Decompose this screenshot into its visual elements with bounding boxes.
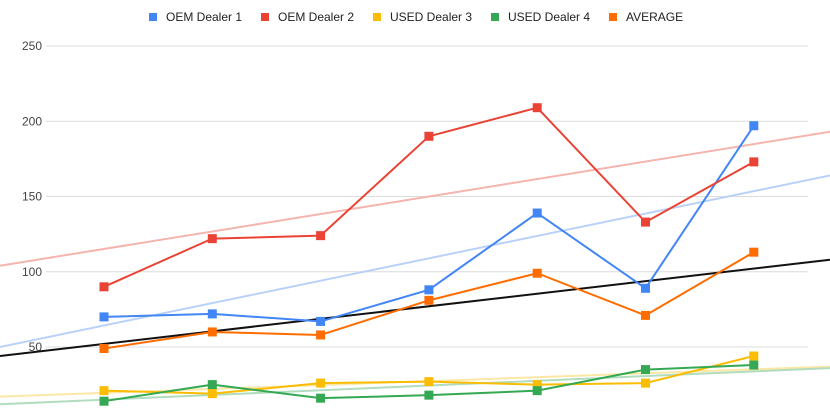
data-points bbox=[99, 103, 759, 406]
y-tick-label: 250 bbox=[22, 39, 42, 53]
data-point bbox=[99, 386, 109, 396]
series-lines bbox=[103, 106, 755, 403]
data-point bbox=[207, 309, 217, 319]
y-tick-label: 50 bbox=[29, 340, 43, 354]
legend-swatch bbox=[373, 13, 381, 21]
data-point bbox=[641, 378, 650, 388]
data-point bbox=[641, 283, 650, 293]
data-point bbox=[424, 377, 434, 387]
data-point bbox=[749, 157, 759, 167]
data-point bbox=[316, 393, 326, 403]
data-point bbox=[207, 234, 217, 244]
data-point bbox=[316, 378, 326, 388]
data-point bbox=[99, 396, 109, 406]
legend-swatch bbox=[149, 13, 157, 21]
data-point bbox=[99, 312, 109, 322]
data-point bbox=[532, 386, 542, 396]
legend-label: OEM Dealer 1 bbox=[166, 10, 242, 24]
data-point bbox=[532, 380, 542, 390]
data-point bbox=[424, 131, 434, 141]
data-point bbox=[641, 365, 650, 375]
y-tick-label: 200 bbox=[22, 114, 42, 128]
data-point bbox=[749, 121, 759, 131]
data-point bbox=[207, 380, 217, 390]
data-point bbox=[532, 103, 542, 113]
y-tick-label: 150 bbox=[22, 190, 42, 204]
trendline bbox=[0, 367, 830, 406]
data-point bbox=[316, 330, 326, 340]
trendlines bbox=[0, 130, 830, 406]
trendline bbox=[0, 130, 830, 267]
data-point bbox=[749, 247, 759, 257]
data-point bbox=[99, 282, 109, 292]
data-point bbox=[99, 344, 109, 354]
y-axis-tick-labels: 50 100 150 200 250 bbox=[22, 39, 42, 354]
trendline bbox=[0, 174, 830, 348]
data-point bbox=[641, 310, 650, 320]
data-point bbox=[424, 390, 434, 400]
trendline bbox=[0, 258, 830, 358]
data-point bbox=[316, 231, 326, 241]
legend: OEM Dealer 1 OEM Dealer 2 USED Dealer 3 USE… bbox=[149, 10, 683, 24]
data-point bbox=[532, 268, 542, 278]
data-point bbox=[749, 351, 759, 361]
legend-label: AVERAGE bbox=[626, 10, 683, 24]
legend-label: OEM Dealer 2 bbox=[278, 10, 354, 24]
legend-swatch bbox=[261, 13, 269, 21]
legend-swatch bbox=[609, 13, 617, 21]
legend-label: USED Dealer 3 bbox=[390, 10, 472, 24]
data-point bbox=[207, 327, 217, 337]
data-point bbox=[749, 360, 759, 370]
data-point bbox=[424, 295, 434, 305]
data-point bbox=[424, 285, 434, 295]
data-point bbox=[316, 316, 326, 326]
data-point bbox=[207, 389, 217, 399]
y-tick-label: 100 bbox=[22, 265, 42, 279]
legend-label: USED Dealer 4 bbox=[508, 10, 590, 24]
data-point bbox=[532, 208, 542, 218]
legend-swatch bbox=[491, 13, 499, 21]
data-point bbox=[641, 217, 650, 227]
